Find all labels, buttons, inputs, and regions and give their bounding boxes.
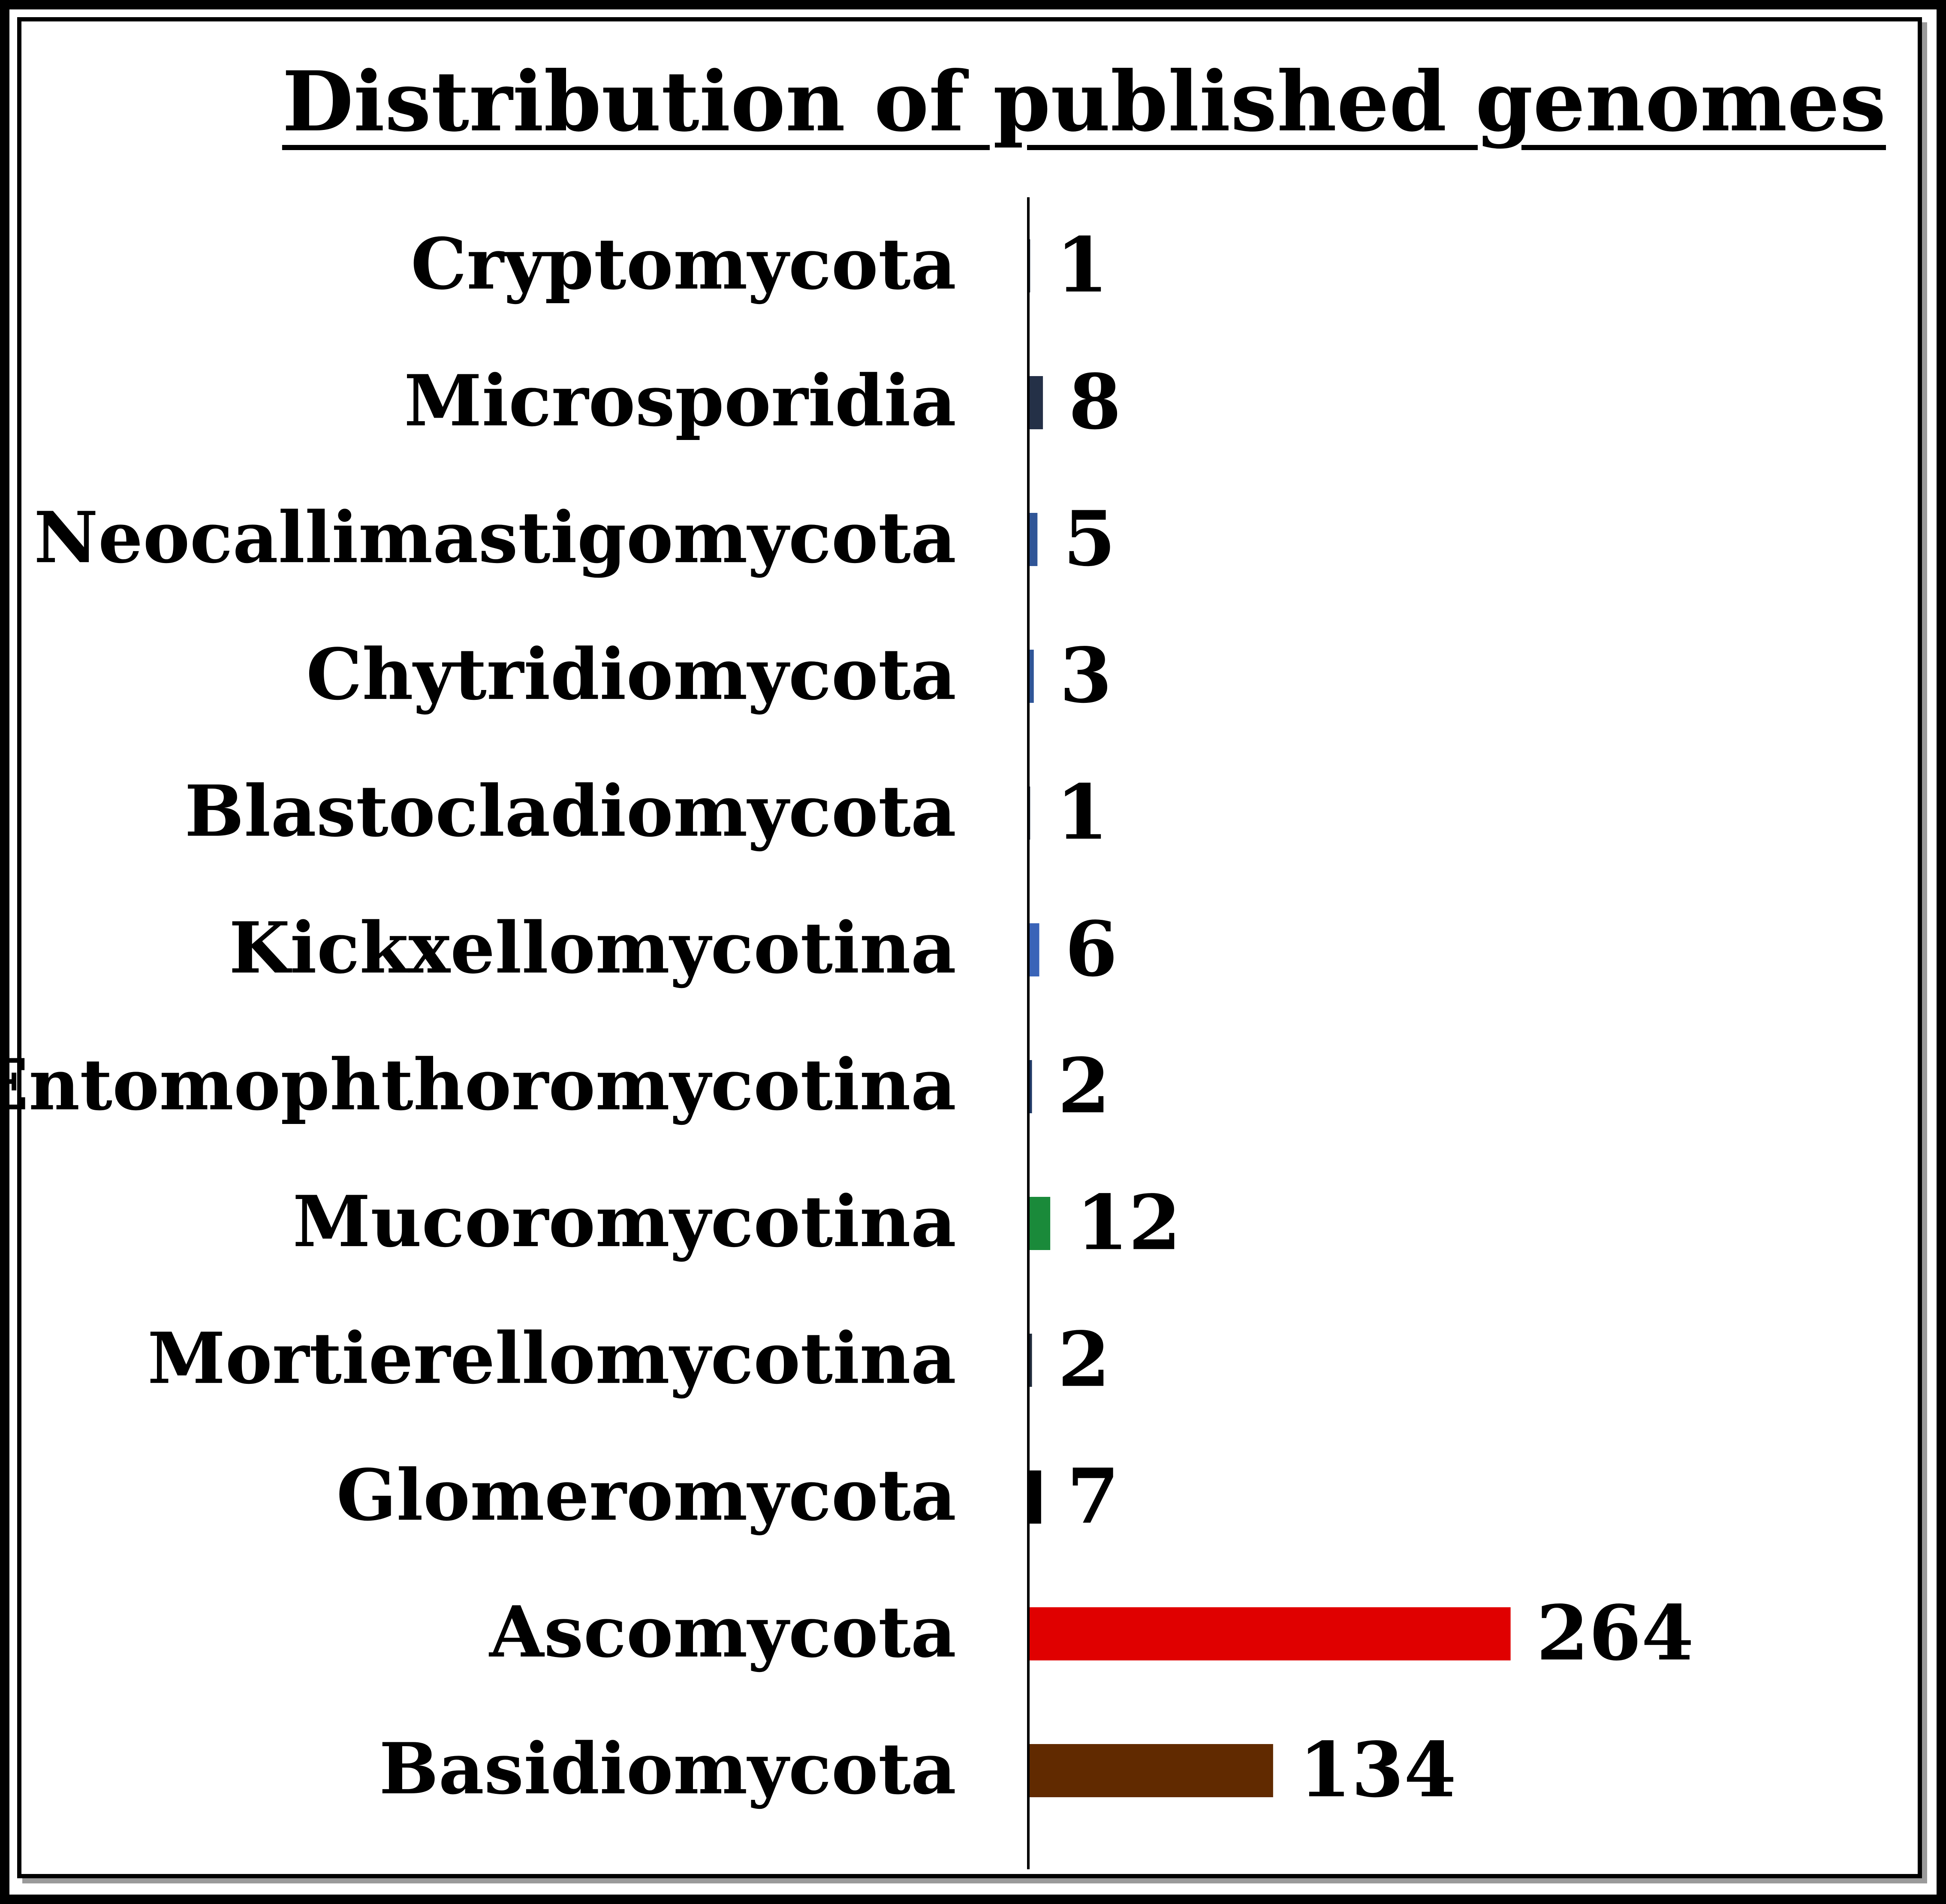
- value-label-kickxellomycotina: 6: [1065, 905, 1118, 994]
- category-labels-group: Cryptomycota Microsporidia Neocallimastigo…: [0, 223, 956, 1810]
- value-label-entomophthoromycotina: 2: [1058, 1042, 1110, 1130]
- category-label-entomophthoromycotina: Entomophthoromycotina: [0, 1043, 956, 1126]
- bar-basidiomycota: [1028, 1744, 1273, 1797]
- value-labels-group: 1 8 5 3 1 6 2 12 2 7 264 134: [1056, 221, 1694, 1814]
- value-label-ascomycota: 264: [1536, 1589, 1694, 1678]
- category-label-basidiomycota: Basidiomycota: [379, 1727, 956, 1810]
- bar-mucoromycotina: [1028, 1197, 1051, 1250]
- value-label-mortierellomycotina: 2: [1058, 1315, 1110, 1404]
- value-label-blastocladiomycota: 1: [1056, 768, 1108, 857]
- value-label-basidiomycota: 134: [1299, 1726, 1456, 1814]
- bar-mortierellomycotina: [1028, 1334, 1032, 1387]
- value-label-neocallimastigomycota: 5: [1063, 494, 1115, 583]
- category-label-cryptomycota: Cryptomycota: [411, 223, 956, 305]
- value-label-chytridiomycota: 3: [1060, 631, 1112, 720]
- bar-microsporidia: [1028, 376, 1043, 429]
- bar-entomophthoromycotina: [1028, 1060, 1032, 1113]
- inner-frame: [17, 17, 1922, 1878]
- category-label-mucoromycotina: Mucoromycotina: [293, 1180, 956, 1263]
- category-label-chytridiomycota: Chytridiomycota: [306, 633, 956, 716]
- bar-neocallimastigomycota: [1028, 513, 1038, 566]
- value-label-mucoromycotina: 12: [1076, 1178, 1181, 1267]
- bars-group: [1028, 239, 1511, 1797]
- category-label-glomeromycota: Glomeromycota: [337, 1454, 957, 1536]
- value-label-cryptomycota: 1: [1056, 221, 1108, 310]
- category-label-microsporidia: Microsporidia: [404, 359, 956, 442]
- category-label-ascomycota: Ascomycota: [488, 1591, 956, 1673]
- bar-kickxellomycotina: [1028, 923, 1039, 976]
- category-label-neocallimastigomycota: Neocallimastigomycota: [34, 496, 956, 579]
- value-label-glomeromycota: 7: [1067, 1452, 1119, 1541]
- chart-title: Distribution of published genomes: [282, 54, 1886, 150]
- value-label-microsporidia: 8: [1069, 358, 1121, 446]
- category-label-kickxellomycotina: Kickxellomycotina: [229, 907, 956, 989]
- category-label-blastocladiomycota: Blastocladiomycota: [184, 770, 956, 853]
- bar-ascomycota: [1028, 1607, 1511, 1660]
- bar-glomeromycota: [1028, 1470, 1041, 1524]
- category-label-mortierellomycotina: Mortierellomycotina: [148, 1317, 956, 1400]
- bar-chytridiomycota: [1028, 650, 1034, 703]
